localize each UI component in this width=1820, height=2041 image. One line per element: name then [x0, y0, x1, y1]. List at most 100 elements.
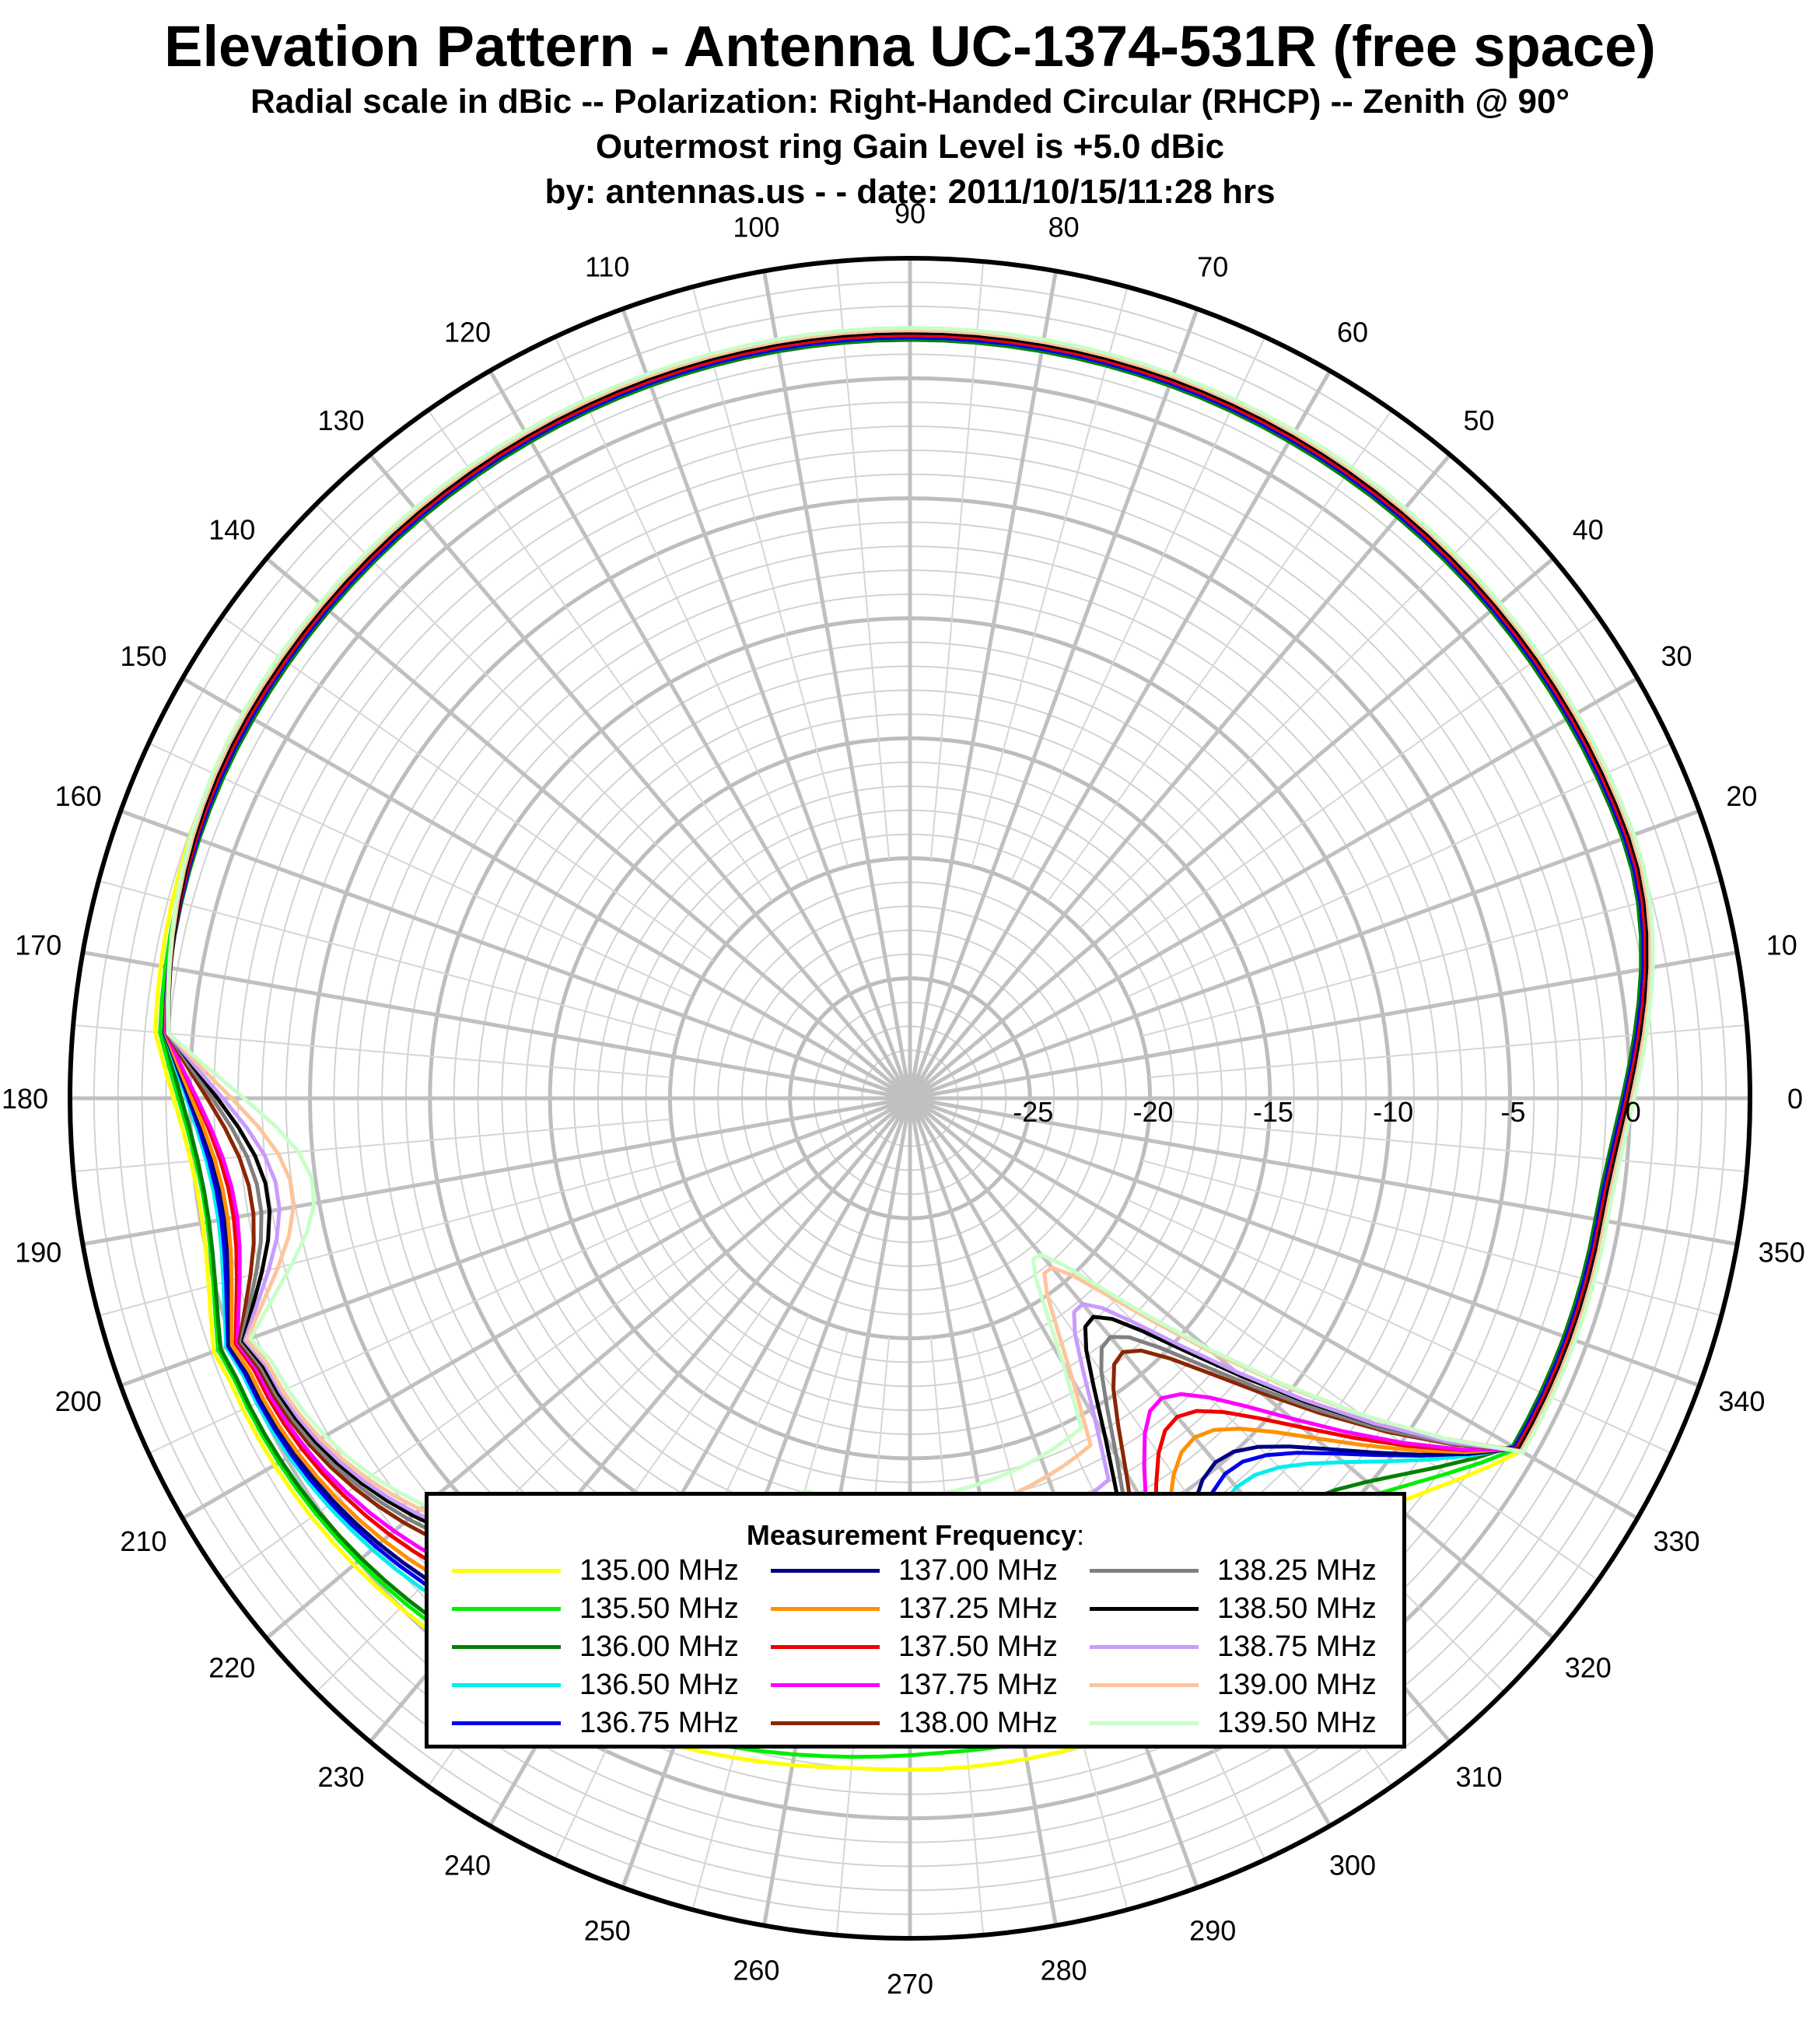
series-line-14 — [166, 326, 1655, 1543]
legend-label: 138.50 MHz — [1217, 1592, 1377, 1625]
chart-subtitle-line-2: Outermost ring Gain Level is +5.0 dBic — [595, 128, 1225, 166]
angle-tick-label: 270 — [887, 1968, 933, 2000]
grid-minor-spoke — [1149, 1118, 1747, 1173]
grid-minor-spoke — [691, 286, 849, 867]
series-line-11 — [166, 331, 1650, 1595]
grid-minor-spoke — [148, 1199, 693, 1455]
angle-tick-label: 310 — [1455, 1761, 1502, 1793]
legend-item: 136.00 MHz — [452, 1628, 771, 1666]
grid-minor-spoke — [1010, 336, 1266, 881]
grid-minor-spoke — [1106, 615, 1599, 961]
grid-major-spoke — [761, 270, 912, 1099]
legend-label: 135.00 MHz — [579, 1554, 739, 1587]
legend-label: 138.00 MHz — [898, 1707, 1058, 1739]
legend-title: Measurement Frequency: — [429, 1519, 1402, 1552]
angle-tick-label: 20 — [1726, 780, 1757, 812]
chart-title: Elevation Pattern - Antenna UC-1374-531R… — [164, 14, 1656, 79]
angle-tick-label: 100 — [733, 211, 779, 243]
legend-swatch — [771, 1607, 880, 1611]
angle-tick-label: 320 — [1565, 1651, 1612, 1683]
legend-title-text: Measurement Frequency — [746, 1519, 1077, 1551]
legend-item: 137.50 MHz — [771, 1628, 1090, 1666]
legend-item: 138.75 MHz — [1090, 1628, 1409, 1666]
angle-tick-label: 340 — [1718, 1385, 1765, 1417]
legend-label: 137.25 MHz — [898, 1592, 1058, 1625]
legend-label: 136.50 MHz — [579, 1668, 739, 1701]
legend-label: 137.00 MHz — [898, 1554, 1058, 1587]
angle-tick-label: 50 — [1463, 404, 1494, 436]
grid-major-spoke — [488, 369, 912, 1100]
angle-tick-label: 260 — [733, 1955, 779, 1987]
grid-minor-spoke — [1149, 1024, 1747, 1079]
legend-item: 138.50 MHz — [1090, 1590, 1409, 1628]
angle-tick-label: 200 — [55, 1385, 102, 1417]
grid-minor-spoke — [1106, 1235, 1599, 1581]
grid-major-spoke — [181, 676, 912, 1101]
angle-tick-label: 350 — [1759, 1237, 1805, 1269]
grid-major-spoke — [909, 950, 1738, 1101]
grid-minor-spoke — [315, 1267, 741, 1693]
angle-tick-label: 210 — [120, 1525, 166, 1557]
angle-tick-label: 250 — [584, 1914, 631, 1946]
legend-swatch — [1090, 1683, 1199, 1687]
grid-major-spoke — [908, 369, 1332, 1100]
angle-tick-label: 190 — [15, 1237, 61, 1269]
angle-tick-label: 140 — [208, 514, 255, 546]
legend-item: 139.50 MHz — [1090, 1704, 1409, 1742]
legend-item: 137.25 MHz — [771, 1590, 1090, 1628]
angle-tick-label: 150 — [120, 640, 166, 672]
legend: Measurement Frequency: 135.00 MHz 135.50 … — [425, 1492, 1406, 1749]
grid-minor-spoke — [221, 615, 714, 961]
grid-major-spoke — [908, 270, 1059, 1099]
grid-major-spoke — [368, 453, 912, 1100]
legend-item: 138.00 MHz — [771, 1704, 1090, 1742]
grid-minor-spoke — [148, 742, 693, 998]
angle-tick-label: 230 — [317, 1761, 364, 1793]
angle-tick-label: 120 — [444, 316, 491, 348]
legend-title-colon: : — [1076, 1519, 1085, 1551]
legend-item: 135.00 MHz — [452, 1552, 771, 1590]
angle-tick-label: 30 — [1661, 640, 1692, 672]
grid-minor-spoke — [98, 880, 679, 1038]
grid-major-spoke — [908, 676, 1639, 1101]
legend-label: 135.50 MHz — [579, 1592, 739, 1625]
angle-tick-label: 70 — [1197, 251, 1228, 283]
chart-subtitle-line-3: by: antennas.us - - date: 2011/10/15/11:… — [544, 173, 1276, 211]
angle-tick-label: 170 — [15, 929, 61, 961]
legend-swatch — [452, 1569, 561, 1573]
legend-swatch — [771, 1569, 880, 1573]
grid-major-spoke — [909, 809, 1700, 1101]
chart-header: Elevation Pattern - Antenna UC-1374-531R… — [0, 14, 1820, 215]
angle-labels: 0 10 20 30 40 50 60 70 80 90 100 110 120 130 140 150 160… — [2, 198, 1805, 2000]
radial-tick-label: 0 — [1626, 1096, 1641, 1128]
angle-tick-label: 300 — [1329, 1850, 1376, 1882]
legend-item: 136.75 MHz — [452, 1704, 771, 1742]
legend-label: 136.75 MHz — [579, 1707, 739, 1739]
grid-minor-spoke — [1079, 503, 1505, 929]
legend-swatch — [771, 1683, 880, 1687]
angle-tick-label: 240 — [444, 1850, 491, 1882]
grid-minor-spoke — [221, 1235, 714, 1581]
grid-minor-spoke — [1079, 1267, 1505, 1693]
radial-tick-label: -5 — [1500, 1096, 1525, 1128]
grid-minor-spoke — [1141, 1159, 1722, 1317]
angle-tick-label: 220 — [208, 1651, 255, 1683]
angle-tick-label: 180 — [2, 1083, 48, 1115]
legend-label: 139.00 MHz — [1217, 1668, 1377, 1701]
grid-minor-spoke — [427, 409, 773, 902]
radial-tick-label: -20 — [1133, 1096, 1174, 1128]
angle-tick-label: 110 — [585, 251, 629, 283]
legend-swatch — [1090, 1569, 1199, 1573]
grid-minor-spoke — [1127, 742, 1672, 998]
radial-tick-label: -25 — [1013, 1096, 1053, 1128]
legend-swatch — [1090, 1645, 1199, 1649]
angle-tick-label: 0 — [1787, 1083, 1803, 1115]
grid-major-spoke — [82, 950, 911, 1101]
grid-minor-spoke — [554, 336, 810, 881]
legend-item: 135.50 MHz — [452, 1590, 771, 1628]
grid-minor-spoke — [73, 1024, 671, 1079]
angle-tick-label: 10 — [1766, 929, 1797, 961]
angle-tick-label: 280 — [1041, 1955, 1087, 1987]
grid-minor-spoke — [929, 261, 985, 859]
angle-tick-label: 40 — [1573, 514, 1604, 546]
